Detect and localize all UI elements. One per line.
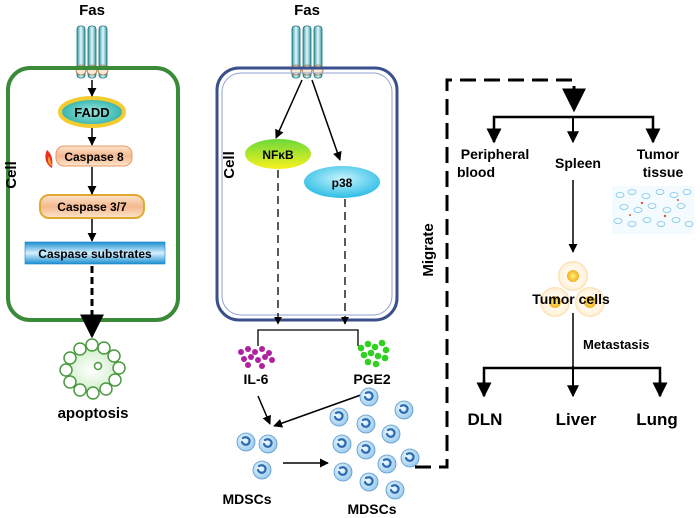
fas-receptor-left	[75, 25, 109, 79]
caspase37-node: Caspase 3/7	[39, 194, 145, 219]
p38-label: p38	[332, 176, 353, 190]
metastasis-label: Metastasis	[583, 337, 649, 352]
apoptotic-cell	[59, 338, 126, 400]
il6-molecules	[238, 346, 275, 369]
middle-panel: Fas Cell NFκB p38	[215, 2, 420, 517]
mdsc-cluster-small	[236, 432, 278, 480]
dln-label: DLN	[468, 410, 503, 429]
fadd-label: FADD	[74, 105, 109, 120]
caspase37-label: Caspase 3/7	[57, 200, 127, 214]
spleen-label: Spleen	[555, 155, 601, 171]
liver-label: Liver	[556, 410, 597, 429]
tumor-tissue-image	[612, 186, 694, 234]
caspase8-node: Caspase 8	[45, 145, 133, 168]
apoptosis-label: apoptosis	[58, 405, 129, 422]
mdscs-label-small: MDSCs	[222, 491, 271, 507]
right-panel: Peripheral blood Spleen Tumor tissue	[457, 115, 694, 429]
migrate-dashed-path	[415, 78, 586, 469]
caspase-substrates-bar: Caspase substrates	[24, 241, 166, 265]
left-panel: Fas Cell FADD Caspase 8 Caspase 3/7	[3, 2, 180, 422]
bracket-cytokines	[257, 329, 359, 346]
peripheral-blood-label-line2: blood	[457, 164, 495, 180]
tumor-tissue-label-line1: Tumor	[637, 146, 680, 162]
fas-label-left: Fas	[79, 2, 105, 19]
migrate-label: Migrate	[420, 223, 437, 276]
arrow-fas-p38	[311, 79, 342, 161]
tumor-cells-label: Tumor cells	[532, 291, 610, 307]
tumor-tissue-label-line2: tissue	[643, 164, 684, 180]
arrow-pge2-mdscs	[273, 390, 373, 428]
fas-receptor-middle	[290, 25, 324, 79]
caspase8-label: Caspase 8	[64, 150, 124, 164]
migrate-connector: Migrate	[415, 78, 586, 469]
p38-node: p38	[304, 166, 380, 198]
mdscs-label-large: MDSCs	[347, 501, 396, 517]
nfkb-label: NFκB	[262, 148, 294, 162]
lung-label: Lung	[636, 410, 678, 429]
arrow-fas-nfkb	[275, 79, 303, 139]
cell-label-left: Cell	[3, 161, 20, 189]
fadd-node: FADD	[58, 96, 126, 128]
pge2-label: PGE2	[353, 371, 391, 387]
cell-label-middle: Cell	[221, 151, 238, 179]
arrow-il6-mdscs	[257, 395, 271, 425]
il6-label: IL-6	[244, 371, 269, 387]
nfkb-node: NFκB	[245, 139, 311, 169]
tumor-cells-cluster	[540, 261, 605, 317]
cell-membrane-middle	[215, 66, 399, 322]
caspase-substrates-label: Caspase substrates	[38, 247, 152, 261]
mdsc-cluster-large	[329, 387, 420, 500]
fas-label-middle: Fas	[294, 2, 320, 19]
pge2-molecules	[357, 339, 390, 368]
peripheral-blood-label-line1: Peripheral	[461, 146, 529, 162]
